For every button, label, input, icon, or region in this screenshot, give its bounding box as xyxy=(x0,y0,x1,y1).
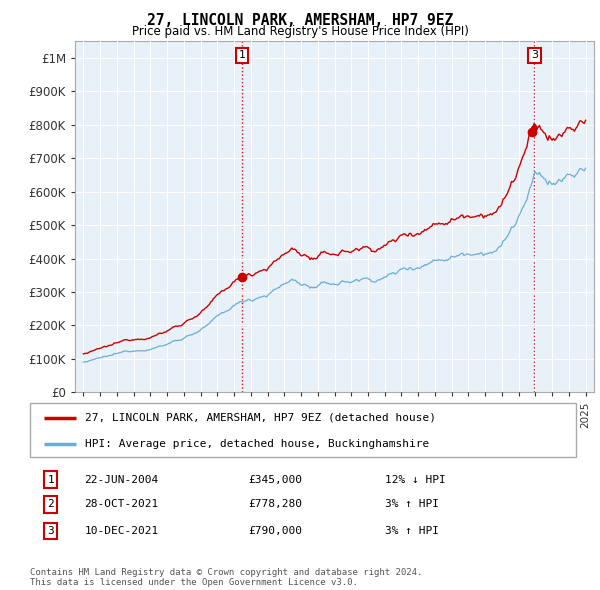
Text: 22-JUN-2004: 22-JUN-2004 xyxy=(85,475,159,484)
Text: 12% ↓ HPI: 12% ↓ HPI xyxy=(385,475,446,484)
Text: 27, LINCOLN PARK, AMERSHAM, HP7 9EZ (detached house): 27, LINCOLN PARK, AMERSHAM, HP7 9EZ (det… xyxy=(85,412,436,422)
Text: 1: 1 xyxy=(238,50,245,60)
Text: Price paid vs. HM Land Registry's House Price Index (HPI): Price paid vs. HM Land Registry's House … xyxy=(131,25,469,38)
Text: 1: 1 xyxy=(47,475,54,484)
Text: 3: 3 xyxy=(47,526,54,536)
Text: 27, LINCOLN PARK, AMERSHAM, HP7 9EZ: 27, LINCOLN PARK, AMERSHAM, HP7 9EZ xyxy=(147,13,453,28)
Text: Contains HM Land Registry data © Crown copyright and database right 2024.
This d: Contains HM Land Registry data © Crown c… xyxy=(30,568,422,587)
Text: 10-DEC-2021: 10-DEC-2021 xyxy=(85,526,159,536)
Text: £345,000: £345,000 xyxy=(248,475,302,484)
FancyBboxPatch shape xyxy=(30,403,576,457)
Text: 2: 2 xyxy=(47,500,54,509)
Text: 28-OCT-2021: 28-OCT-2021 xyxy=(85,500,159,509)
Text: £778,280: £778,280 xyxy=(248,500,302,509)
Text: 3% ↑ HPI: 3% ↑ HPI xyxy=(385,526,439,536)
Text: 3% ↑ HPI: 3% ↑ HPI xyxy=(385,500,439,509)
Text: HPI: Average price, detached house, Buckinghamshire: HPI: Average price, detached house, Buck… xyxy=(85,439,429,448)
Text: 3: 3 xyxy=(531,50,538,60)
Text: £790,000: £790,000 xyxy=(248,526,302,536)
